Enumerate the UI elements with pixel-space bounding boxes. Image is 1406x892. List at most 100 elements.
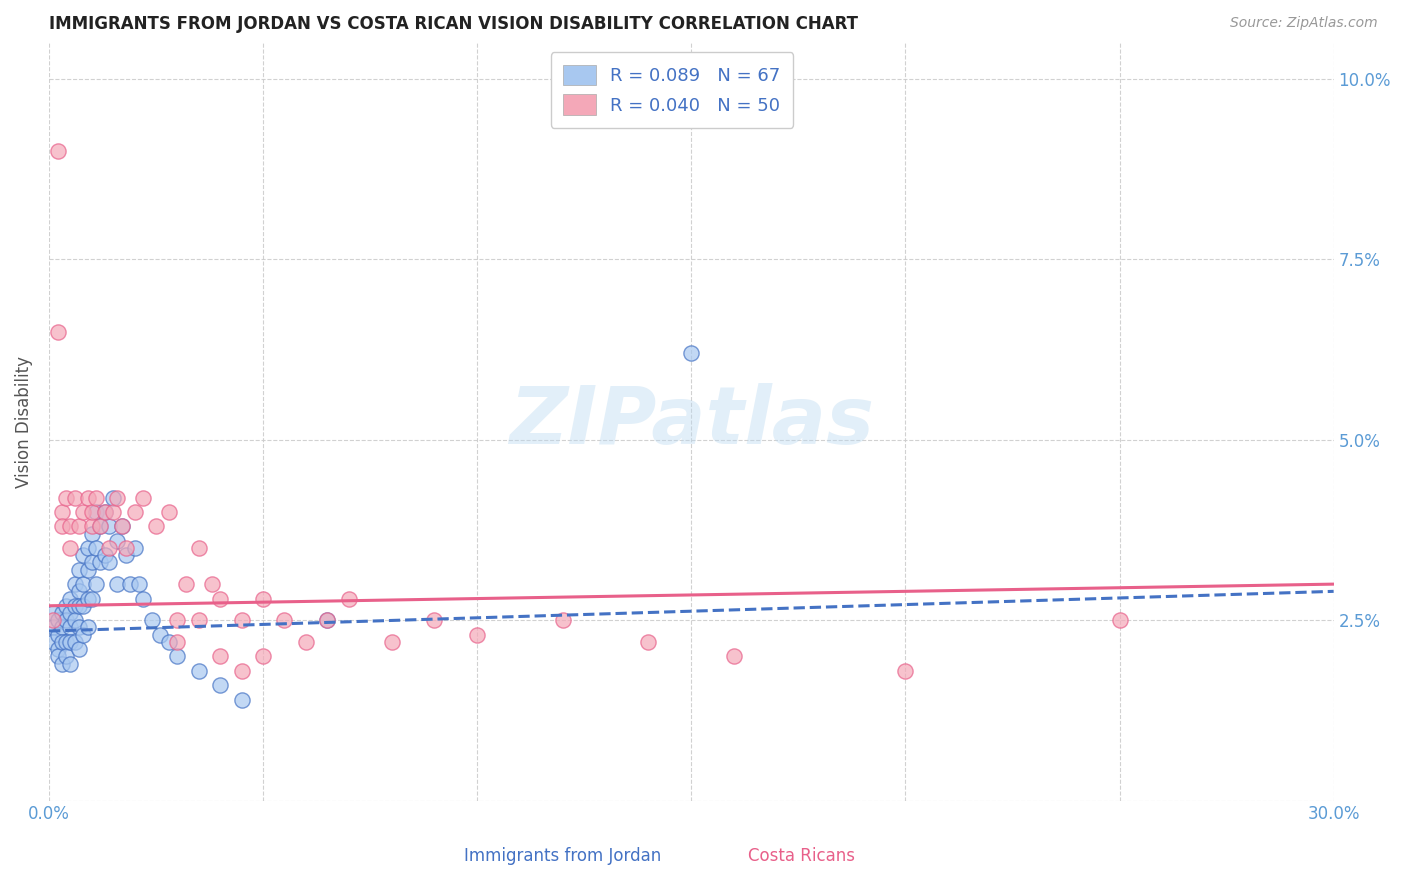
- Point: [59, 620, 82, 634]
- Text: ZIPatlas: ZIPatlas: [509, 383, 873, 461]
- Point: [723, 649, 745, 664]
- Point: [63, 613, 86, 627]
- Point: [209, 649, 232, 664]
- Point: [93, 505, 115, 519]
- Point: [166, 613, 188, 627]
- Point: [42, 606, 65, 620]
- Point: [76, 591, 98, 606]
- Point: [111, 519, 134, 533]
- Point: [681, 346, 703, 360]
- Point: [89, 556, 111, 570]
- Point: [46, 627, 69, 641]
- Point: [72, 505, 94, 519]
- Text: IMMIGRANTS FROM JORDAN VS COSTA RICAN VISION DISABILITY CORRELATION CHART: IMMIGRANTS FROM JORDAN VS COSTA RICAN VI…: [49, 15, 858, 33]
- Point: [72, 627, 94, 641]
- Point: [209, 678, 232, 692]
- Point: [316, 613, 339, 627]
- Point: [132, 491, 155, 505]
- Point: [84, 577, 107, 591]
- Point: [107, 491, 129, 505]
- Point: [51, 519, 73, 533]
- Text: Immigrants from Jordan: Immigrants from Jordan: [464, 847, 661, 864]
- Point: [111, 519, 134, 533]
- Point: [252, 591, 274, 606]
- Point: [157, 635, 180, 649]
- Point: [63, 577, 86, 591]
- Point: [72, 577, 94, 591]
- Point: [252, 649, 274, 664]
- Legend: R = 0.089   N = 67, R = 0.040   N = 50: R = 0.089 N = 67, R = 0.040 N = 50: [551, 52, 793, 128]
- Point: [423, 613, 446, 627]
- Point: [76, 620, 98, 634]
- Point: [132, 591, 155, 606]
- Point: [231, 613, 253, 627]
- Point: [72, 599, 94, 613]
- Point: [145, 519, 167, 533]
- Point: [174, 577, 197, 591]
- Point: [551, 613, 574, 627]
- Point: [89, 519, 111, 533]
- Point: [166, 635, 188, 649]
- Point: [76, 563, 98, 577]
- Point: [67, 519, 90, 533]
- Point: [115, 548, 138, 562]
- Point: [46, 649, 69, 664]
- Point: [209, 591, 232, 606]
- Point: [42, 620, 65, 634]
- Point: [115, 541, 138, 555]
- Point: [103, 505, 125, 519]
- Point: [187, 541, 209, 555]
- Point: [46, 613, 69, 627]
- Point: [187, 613, 209, 627]
- Point: [80, 591, 103, 606]
- Point: [166, 649, 188, 664]
- Point: [637, 635, 659, 649]
- Point: [97, 556, 120, 570]
- Point: [51, 635, 73, 649]
- Point: [55, 491, 77, 505]
- Point: [59, 606, 82, 620]
- Text: Source: ZipAtlas.com: Source: ZipAtlas.com: [1230, 16, 1378, 29]
- Point: [80, 505, 103, 519]
- Point: [380, 635, 402, 649]
- Point: [63, 491, 86, 505]
- Point: [59, 635, 82, 649]
- Point: [59, 519, 82, 533]
- Y-axis label: Vision Disability: Vision Disability: [15, 356, 32, 488]
- Point: [201, 577, 224, 591]
- Point: [187, 664, 209, 678]
- Point: [67, 584, 90, 599]
- Point: [55, 635, 77, 649]
- Point: [76, 491, 98, 505]
- Point: [231, 692, 253, 706]
- Point: [63, 635, 86, 649]
- Point: [97, 541, 120, 555]
- Text: Costa Ricans: Costa Ricans: [748, 847, 855, 864]
- Point: [124, 505, 146, 519]
- Point: [1108, 613, 1130, 627]
- Point: [107, 577, 129, 591]
- Point: [55, 599, 77, 613]
- Point: [157, 505, 180, 519]
- Point: [42, 635, 65, 649]
- Point: [89, 519, 111, 533]
- Point: [46, 325, 69, 339]
- Point: [894, 664, 917, 678]
- Point: [273, 613, 295, 627]
- Point: [55, 613, 77, 627]
- Point: [128, 577, 150, 591]
- Point: [76, 541, 98, 555]
- Point: [67, 563, 90, 577]
- Point: [51, 505, 73, 519]
- Point: [465, 627, 488, 641]
- Point: [316, 613, 339, 627]
- Point: [103, 491, 125, 505]
- Point: [67, 620, 90, 634]
- Point: [149, 627, 172, 641]
- Point: [337, 591, 360, 606]
- Point: [51, 620, 73, 634]
- Point: [80, 526, 103, 541]
- Point: [84, 505, 107, 519]
- Point: [97, 519, 120, 533]
- Point: [59, 591, 82, 606]
